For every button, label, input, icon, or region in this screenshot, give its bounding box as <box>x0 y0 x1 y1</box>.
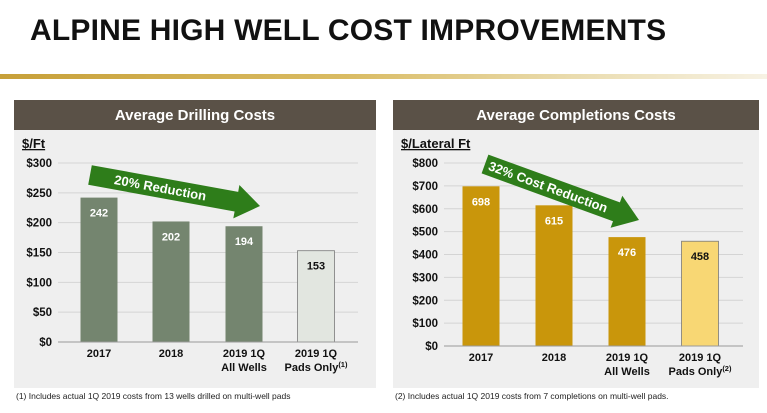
completions-panel-header: Average Completions Costs <box>393 100 759 130</box>
x-tick-label: All Wells <box>221 362 267 374</box>
bar-value-label: 202 <box>162 231 180 243</box>
drilling-cost-panel: Average Drilling Costs $/Ft $0 $50 $100 $150… <box>14 100 376 388</box>
bar-value-label: 194 <box>235 236 254 248</box>
reduction-arrow <box>481 154 639 228</box>
reduction-arrow <box>88 165 260 219</box>
y-tick-label: $100 <box>26 277 52 289</box>
x-tick-label: 2019 1Q <box>679 352 722 364</box>
bar-value-label: 153 <box>307 261 325 273</box>
bar-value-label: 698 <box>472 196 490 208</box>
bar-value-label: 242 <box>90 208 108 220</box>
bar <box>608 237 646 346</box>
bar <box>152 221 190 342</box>
bar <box>681 240 719 347</box>
x-tick-label: 2019 1Q <box>606 352 649 364</box>
title-divider <box>0 74 767 79</box>
y-tick-label: $150 <box>26 248 52 260</box>
y-tick-label: $400 <box>412 250 438 262</box>
y-tick-label: $300 <box>26 158 52 170</box>
y-tick-label: $600 <box>412 204 438 216</box>
y-tick-label: $200 <box>26 218 52 230</box>
completions-cost-chart: $/Lateral Ft $0 $100 $200 $300 $400 $500 $600 $7… <box>401 136 743 378</box>
reduction-annotation: 20% Reduction <box>113 172 207 203</box>
x-tick-label: All Wells <box>604 366 650 378</box>
x-tick-label: 2018 <box>159 348 183 360</box>
drilling-panel-header: Average Drilling Costs <box>14 100 376 130</box>
y-tick-label: $300 <box>412 272 438 284</box>
bar <box>225 226 263 342</box>
y-tick-label: $700 <box>412 181 438 193</box>
y-tick-label: $50 <box>33 307 52 319</box>
drilling-cost-chart: $/Ft $0 $50 $100 $150 $200 $250 $300 242 2017 202 2… <box>22 136 358 374</box>
bar-value-label: 476 <box>618 247 636 259</box>
y-tick-label: $800 <box>412 158 438 170</box>
x-tick-label: 2017 <box>469 352 493 364</box>
completions-footnote: (2) Includes actual 1Q 2019 costs from 7… <box>395 391 669 401</box>
bar <box>80 197 118 342</box>
x-tick-label: 2017 <box>87 348 111 360</box>
bar-value-label: 615 <box>545 215 563 227</box>
y-tick-label: $200 <box>412 295 438 307</box>
y-tick-label: $0 <box>39 337 52 349</box>
slide-title: ALPINE HIGH WELL COST IMPROVEMENTS <box>30 14 667 47</box>
x-tick-label: 2018 <box>542 352 566 364</box>
x-tick-label: 2019 1Q <box>295 348 338 360</box>
drilling-footnote: (1) Includes actual 1Q 2019 costs from 1… <box>16 391 291 401</box>
bar-value-label: 458 <box>691 251 709 263</box>
x-tick-label: Pads Only(1) <box>285 360 348 374</box>
y-tick-label: $250 <box>26 188 52 200</box>
x-tick-label: 2019 1Q <box>223 348 266 360</box>
bar <box>535 205 573 346</box>
bar <box>462 186 500 346</box>
y-axis-title: $/Lateral Ft <box>401 136 471 151</box>
completions-cost-panel: Average Completions Costs $/Lateral Ft $0… <box>393 100 759 388</box>
y-tick-label: $500 <box>412 227 438 239</box>
y-axis-title: $/Ft <box>22 136 46 151</box>
y-tick-label: $100 <box>412 318 438 330</box>
x-tick-label: Pads Only(2) <box>669 364 732 378</box>
y-tick-label: $0 <box>425 341 438 353</box>
